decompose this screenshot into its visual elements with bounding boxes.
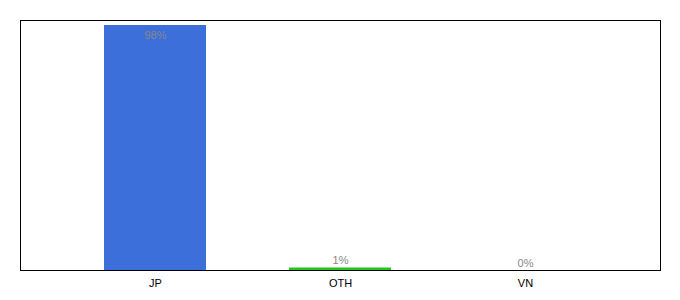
svg-text:OTH: OTH [329,277,352,289]
svg-text:1%: 1% [333,254,349,266]
svg-text:98%: 98% [144,29,166,41]
svg-text:VN: VN [518,277,533,289]
svg-text:JP: JP [149,277,162,289]
svg-text:0%: 0% [518,257,534,269]
